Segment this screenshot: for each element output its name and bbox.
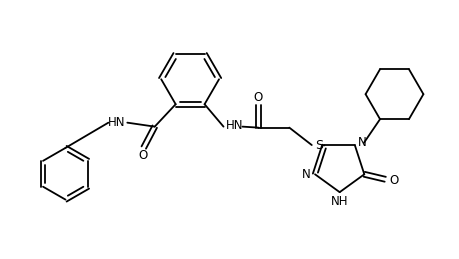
Text: N: N (358, 136, 366, 149)
Text: S: S (315, 139, 323, 152)
Text: HN: HN (107, 116, 125, 129)
Text: O: O (389, 174, 398, 187)
Text: O: O (139, 149, 148, 162)
Text: N: N (302, 168, 310, 181)
Text: NH: NH (330, 195, 348, 208)
Text: HN: HN (226, 119, 243, 132)
Text: O: O (254, 91, 263, 104)
